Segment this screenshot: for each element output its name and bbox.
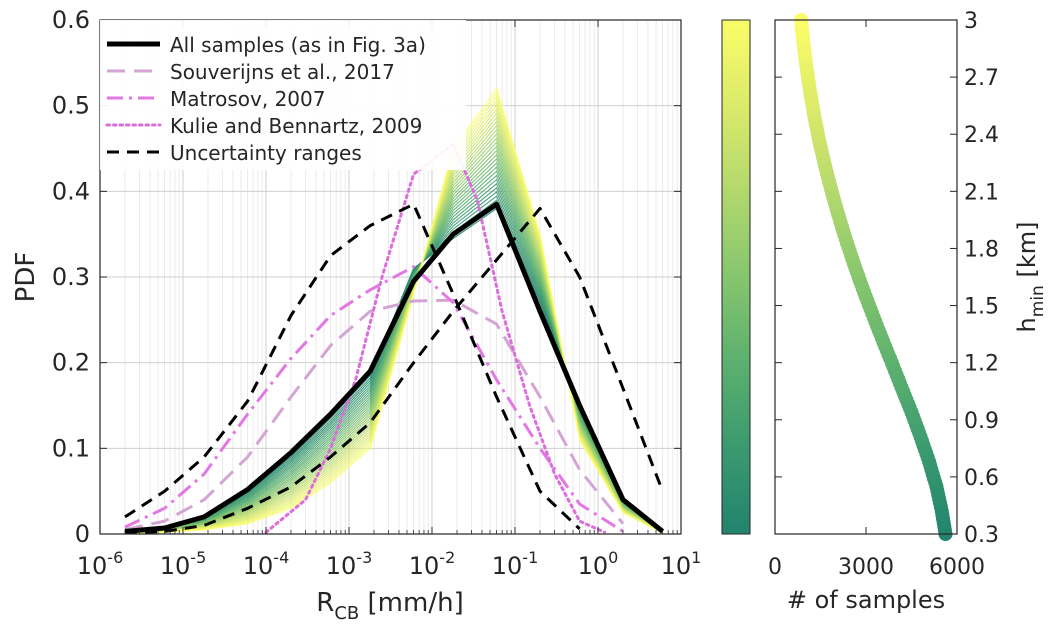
- x-tick-label: 3000: [838, 555, 894, 580]
- y-tick-label: 2.4: [964, 123, 999, 148]
- y-tick-label: 0.5: [52, 92, 90, 120]
- y-tick-label: 0.6: [964, 466, 999, 491]
- legend-label: All samples (as in Fig. 3a): [170, 33, 426, 57]
- y-tick-label: 0.6: [52, 6, 90, 34]
- y-tick-label: 1.2: [964, 352, 999, 377]
- legend-label: Matrosov, 2007: [170, 87, 325, 111]
- y-tick-label: 1.8: [964, 237, 999, 262]
- x-tick-label: 10-4: [243, 548, 290, 580]
- series-line: [124, 207, 664, 534]
- series-line: [124, 202, 581, 530]
- y-tick-label: 0.1: [52, 434, 90, 462]
- y-tick-label: 2.1: [964, 180, 999, 205]
- samples-panel: 0 3000 6000 0.3 0.6 0.9 1.2 1.5 1.8 2.1 2.4 2.7 3 # …: [768, 9, 1048, 614]
- pdf-ticks: 10-6 10-5 10-4 10-3 10-2 10-1 100 101 0 0.1 0.2 0.3…: [52, 6, 702, 580]
- y-tick-label: 0.3: [964, 523, 999, 548]
- x-tick-label: 10-3: [326, 548, 373, 580]
- y-tick-label: 1.5: [964, 295, 999, 320]
- sensitivity-curve: [124, 87, 663, 534]
- colorbar-gradient: [721, 19, 751, 535]
- x-tick-label: 101: [661, 548, 702, 580]
- x-tick-label: 10-2: [409, 548, 456, 580]
- series-line: [124, 265, 624, 533]
- y-tick-label: 2.7: [964, 66, 999, 91]
- series-line: [124, 201, 665, 534]
- legend: All samples (as in Fig. 3a) Souverijns et…: [100, 20, 466, 170]
- samples-scatter: [794, 13, 953, 541]
- y-tick-label: 0.3: [52, 263, 90, 291]
- legend-label: Souverijns et al., 2017: [170, 60, 395, 84]
- hmin-ylabel: hmin [km]: [1013, 222, 1048, 333]
- pdf-xlabel: RCB [mm/h]: [316, 588, 463, 624]
- x-tick-label: 10-1: [492, 548, 539, 580]
- pdf-ylabel: PDF: [11, 252, 41, 303]
- y-tick-label: 0.9: [964, 409, 999, 434]
- y-tick-label: 0.2: [52, 349, 90, 377]
- legend-label: Kulie and Bennartz, 2009: [170, 114, 422, 138]
- y-tick-label: 0: [75, 520, 90, 548]
- samples-xlabel: # of samples: [787, 586, 945, 614]
- x-tick-label: 10-5: [160, 548, 207, 580]
- x-tick-label: 0: [768, 555, 782, 580]
- y-tick-label: 0.4: [52, 177, 90, 205]
- x-tick-label: 6000: [929, 555, 985, 580]
- colorbar: [721, 19, 751, 535]
- series-line: [124, 298, 625, 532]
- x-tick-label: 10-6: [77, 548, 124, 580]
- legend-label: Uncertainty ranges: [170, 141, 362, 165]
- y-tick-label: 3: [964, 9, 978, 34]
- samples-ticks: 0 3000 6000 0.3 0.6 0.9 1.2 1.5 1.8 2.1 2.4 2.7 3: [768, 9, 999, 580]
- x-tick-label: 100: [578, 548, 619, 580]
- pdf-panel: 10-6 10-5 10-4 10-3 10-2 10-1 100 101 0 0.1 0.2 0.3…: [11, 6, 701, 624]
